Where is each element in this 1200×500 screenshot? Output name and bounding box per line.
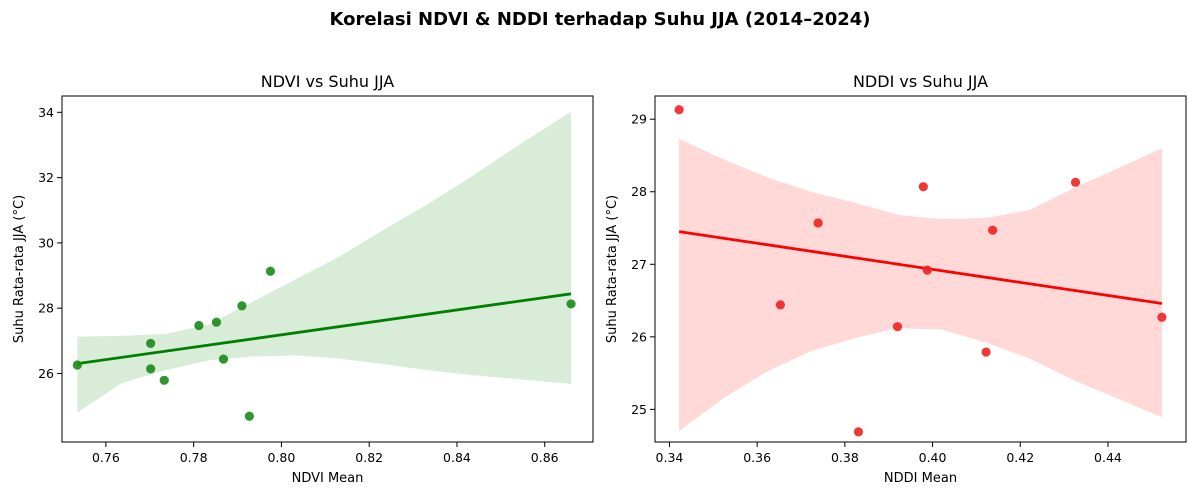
nddi-data-point	[853, 427, 864, 437]
ndvi-x-tick-label: 0.82	[355, 450, 383, 465]
ndvi-data-point	[218, 354, 229, 364]
ndvi-x-tick-label: 0.84	[443, 450, 471, 465]
nddi-data-point	[674, 105, 684, 115]
nddi-regression-line	[678, 230, 1163, 305]
nddi-data-point	[775, 300, 786, 310]
ndvi-data-point	[159, 375, 169, 385]
ndvi-y-tick-label: 26	[38, 366, 54, 381]
ndvi-x-tick-label: 0.80	[267, 450, 295, 465]
nddi-axes-frame	[654, 95, 1187, 443]
ndvi-data-point	[211, 317, 222, 327]
nddi-data-point	[1157, 312, 1167, 322]
nddi-y-tick-label: 29	[631, 112, 647, 127]
nddi-data-point	[922, 265, 932, 275]
nddi-x-tick-label: 0.44	[1094, 450, 1122, 465]
nddi-x-tick-label: 0.42	[1006, 450, 1034, 465]
nddi-scatter-panel: NDDI vs Suhu JJA 0.34 0.36 0.38 0.40 0.42 0.44…	[605, 72, 1187, 486]
ndvi-x-tick-label: 0.78	[180, 450, 208, 465]
nddi-x-axis-label: NDDI Mean	[884, 471, 957, 486]
ndvi-data-point	[72, 360, 82, 370]
nddi-x-tick-label: 0.34	[656, 450, 684, 465]
ndvi-data-point	[244, 411, 254, 421]
ndvi-data-point	[146, 364, 156, 374]
ndvi-confidence-band	[77, 111, 572, 413]
ndvi-x-axis-label: NDVI Mean	[292, 471, 364, 486]
ndvi-data-point	[146, 338, 156, 349]
nddi-data-point	[981, 347, 991, 357]
nddi-data-point	[1070, 177, 1081, 187]
ndvi-data-point	[194, 320, 204, 331]
nddi-y-tick-label: 26	[631, 329, 647, 344]
ndvi-y-tick-label: 34	[38, 105, 54, 120]
nddi-x-tick-label: 0.36	[743, 450, 771, 465]
nddi-x-tick-label: 0.40	[919, 450, 947, 465]
ndvi-axes-frame	[61, 95, 594, 443]
nddi-y-tick-label: 25	[631, 402, 647, 417]
ndvi-regression-line	[77, 292, 572, 366]
ndvi-y-axis-label: Suhu Rata-rata JJA (°C)	[12, 195, 27, 343]
ndvi-y-tick-label: 28	[38, 301, 54, 316]
nddi-y-axis-label: Suhu Rata-rata JJA (°C)	[605, 195, 620, 343]
figure-title: Korelasi NDVI & NDDI terhadap Suhu JJA (…	[329, 9, 870, 30]
ndvi-data-point	[265, 266, 276, 276]
nddi-data-point	[918, 182, 928, 192]
nddi-data-point	[813, 218, 823, 228]
nddi-subplot-title: NDDI vs Suhu JJA	[853, 72, 988, 91]
ndvi-data-point	[237, 301, 247, 311]
ndvi-y-tick-label: 30	[38, 235, 54, 250]
ndvi-data-point	[566, 299, 576, 309]
nddi-confidence-band	[679, 138, 1162, 432]
nddi-y-tick-label: 28	[631, 184, 647, 199]
nddi-x-tick-label: 0.38	[831, 450, 859, 465]
nddi-data-point	[988, 225, 998, 235]
ndvi-scatter-panel: NDVI vs Suhu JJA 0.76 0.78 0.80 0.82 0.84 0.86…	[12, 72, 594, 486]
nddi-y-tick-label: 27	[631, 257, 647, 272]
ndvi-y-tick-label: 32	[38, 170, 54, 185]
nddi-data-point	[892, 322, 903, 332]
ndvi-subplot-title: NDVI vs Suhu JJA	[261, 72, 394, 91]
ndvi-x-tick-label: 0.76	[92, 450, 120, 465]
ndvi-x-tick-label: 0.86	[531, 450, 559, 465]
